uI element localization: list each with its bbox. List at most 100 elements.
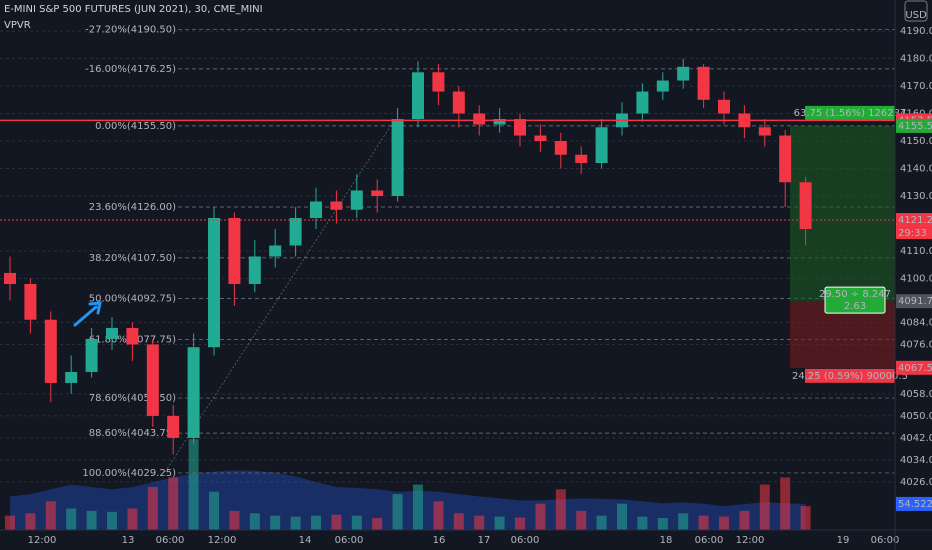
candle-body <box>350 190 363 210</box>
candle-body <box>167 415 180 438</box>
countdown-box <box>896 227 932 240</box>
y-tick-label: 4180.00 <box>900 54 932 65</box>
volume-bar <box>25 513 36 530</box>
fib-label: 78.60%(4056.50) <box>89 393 176 404</box>
candle-body <box>697 66 710 100</box>
volume-bar <box>780 477 791 530</box>
target-label-box <box>896 118 932 133</box>
candle-body <box>636 91 649 114</box>
volume-bar <box>596 515 607 530</box>
candle-body <box>310 201 322 218</box>
volume-bar <box>433 501 444 530</box>
y-tick-label: 4042.00 <box>900 433 932 444</box>
y-tick-label: 4034.00 <box>900 455 932 466</box>
volume-bar <box>698 515 709 530</box>
candle-body <box>371 190 384 197</box>
volume-bar <box>678 513 689 530</box>
currency-box[interactable] <box>904 0 928 22</box>
candle-body <box>432 72 445 92</box>
candle-body <box>718 99 730 114</box>
volume-bar <box>515 517 525 530</box>
volume-bar <box>637 516 648 530</box>
volume-bar <box>168 477 179 530</box>
x-tick-label: 12:00 <box>208 535 237 546</box>
volume-bar <box>209 491 219 530</box>
candle-body <box>269 245 282 257</box>
candle-body <box>85 338 98 372</box>
volume-bar <box>413 484 423 530</box>
x-tick-label: 06:00 <box>511 535 540 546</box>
volume-bar <box>331 514 342 530</box>
x-tick-label: 06:00 <box>156 535 185 546</box>
candle-body <box>65 371 78 383</box>
volume-label: 54.522K <box>898 499 932 510</box>
candle-body <box>514 119 526 136</box>
y-tick-label: 4050.00 <box>900 411 932 422</box>
y-tick-label: 4026.00 <box>900 477 932 488</box>
volume-bar <box>719 516 729 530</box>
candle-body <box>4 272 16 284</box>
volume-bar <box>229 510 240 530</box>
y-tick-label: 4100.00 <box>900 273 932 284</box>
chart-title: E-MINI S&P 500 FUTURES (JUN 2021), 30, C… <box>4 4 263 15</box>
stop-label: 4067.50 <box>898 363 932 374</box>
x-tick-label: 16 <box>433 535 446 546</box>
candle-body <box>44 319 57 383</box>
candle-body <box>554 141 567 155</box>
volume-bar <box>800 506 811 530</box>
candle-body <box>126 327 139 345</box>
x-tick-label: 18 <box>660 535 673 546</box>
candle-body <box>391 119 404 197</box>
y-tick-label: 4084.00 <box>900 317 932 328</box>
ratio-box <box>824 286 886 314</box>
y-tick-label: 4058.00 <box>900 389 932 400</box>
fib-label: 100.00%(4029.25) <box>82 468 176 479</box>
volume-bar <box>474 515 485 530</box>
x-tick-label: 19 <box>837 535 850 546</box>
candle-body <box>677 66 690 81</box>
volume-bar <box>759 484 770 530</box>
fib-label: 38.20%(4107.50) <box>89 253 176 264</box>
volume-bar <box>188 439 199 530</box>
last-price-label: 4121.25 <box>898 215 932 226</box>
target-text-box <box>805 105 895 120</box>
candle-body <box>799 182 812 229</box>
ratio-text: 29.50 ÷ 8.247 <box>819 289 891 300</box>
fib-label: -27.20%(4190.50) <box>85 25 176 36</box>
target-label: 4155.50 <box>898 121 932 132</box>
x-tick-label: 13 <box>122 535 135 546</box>
candle-body <box>24 283 37 320</box>
candle-body <box>146 344 159 416</box>
y-tick-label: 4130.00 <box>900 191 932 202</box>
x-tick-label: 14 <box>299 535 312 546</box>
volume-bar <box>5 515 15 530</box>
volume-bar <box>576 510 587 530</box>
y-tick-label: 4150.00 <box>900 136 932 147</box>
candle-body <box>187 347 200 438</box>
volume-label-box <box>896 496 932 511</box>
candle-body <box>289 217 302 246</box>
volume-bar <box>372 518 383 530</box>
candle-body <box>779 135 792 183</box>
target-text: 63.75 (1.56%) 126287 <box>794 108 907 119</box>
rr-text: 2.63 <box>844 301 866 312</box>
x-tick-label: 12:00 <box>736 535 765 546</box>
y-tick-label: 4190.00 <box>900 26 932 37</box>
volume-bar <box>739 510 750 530</box>
candle-body <box>228 217 241 284</box>
fib-label: -16.00%(4176.25) <box>85 64 176 75</box>
volume-bar <box>127 508 138 530</box>
x-tick-label: 06:00 <box>695 535 724 546</box>
y-tick-label: 4076.00 <box>900 339 932 350</box>
volume-bar <box>453 513 464 530</box>
candle-body <box>452 91 465 114</box>
volume-bar <box>66 508 77 530</box>
last-price-label-box <box>896 213 932 228</box>
volume-bar <box>392 494 403 530</box>
candle-body <box>656 80 669 92</box>
volume-bar <box>311 515 321 530</box>
volume-bar <box>617 503 627 530</box>
fib-label: 88.60%(4043.75) <box>89 428 176 439</box>
volume-bar <box>147 486 158 530</box>
